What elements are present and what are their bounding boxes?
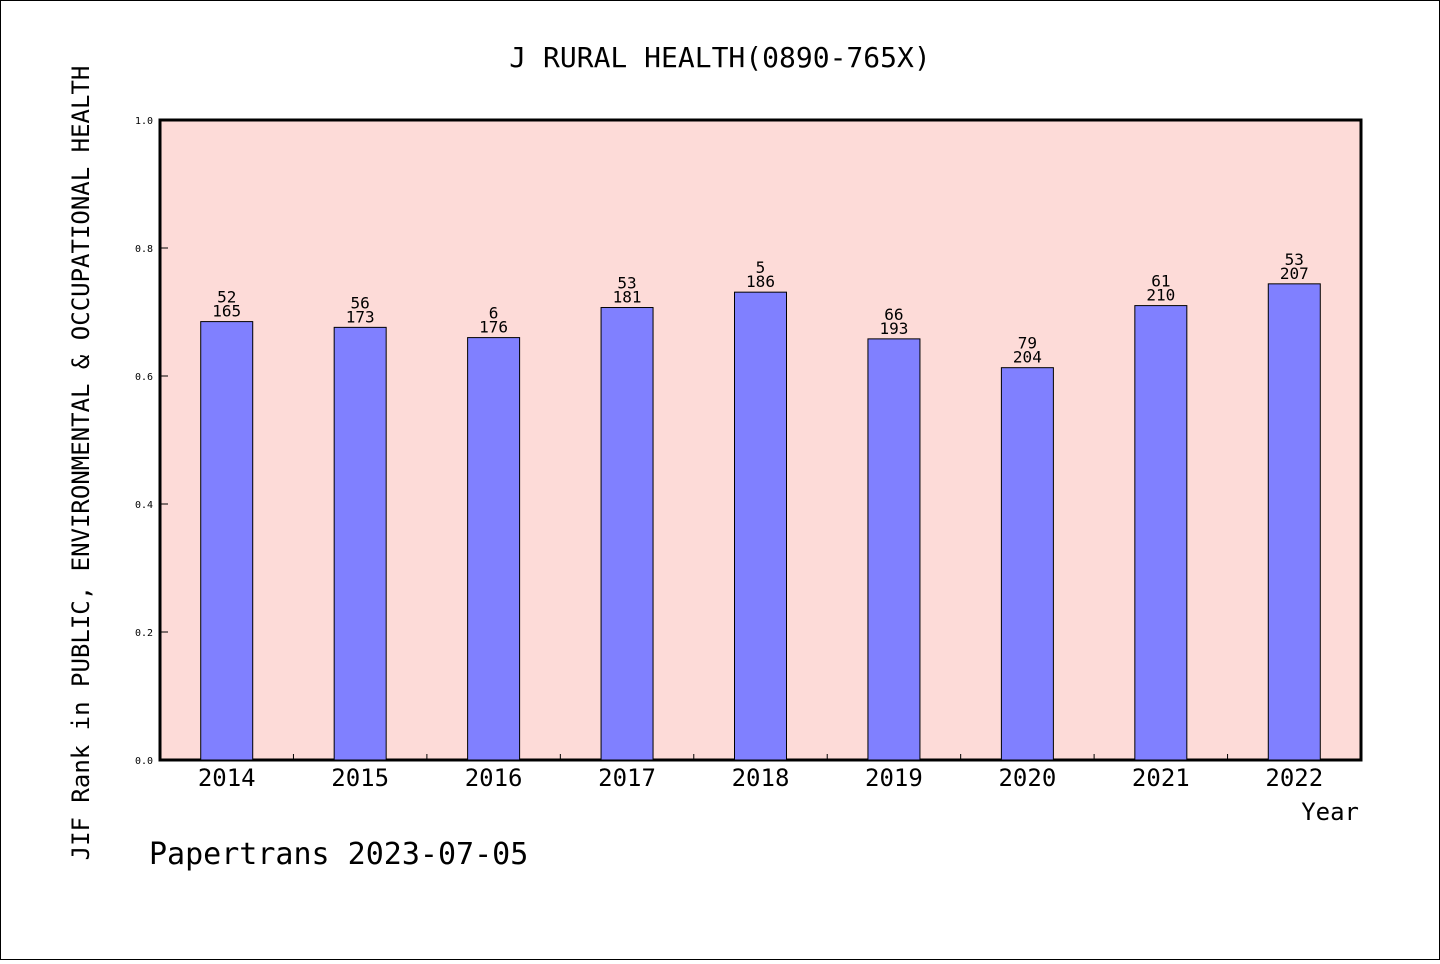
bar [1134, 305, 1188, 761]
data-label-total: 176 [479, 318, 508, 337]
bar [600, 307, 654, 761]
x-tick-label: 2018 [732, 764, 790, 792]
data-label-total: 207 [1280, 264, 1309, 283]
y-axis-ticks: 0.0 0.2 0.4 0.6 0.8 1.0 [135, 116, 168, 767]
data-label-rank: 61 [1151, 272, 1170, 291]
footer-credit: Papertrans 2023-07-05 [149, 837, 528, 872]
x-tick-label: 2016 [465, 764, 523, 792]
bar [467, 337, 521, 761]
x-tick-label: 2022 [1265, 764, 1323, 792]
data-label-total: 165 [212, 302, 241, 321]
x-tick-label: 2015 [331, 764, 389, 792]
x-tick-label: 2021 [1132, 764, 1190, 792]
bar [333, 326, 387, 761]
x-axis-ticks: 2014 2015 2016 2017 2018 2019 2020 2021 2022 [198, 754, 1323, 792]
data-label-total: 204 [1013, 348, 1042, 367]
data-label-rank: 6 [489, 304, 499, 323]
y-tick-label: 0.0 [135, 756, 153, 767]
x-axis-label: Year [1301, 798, 1359, 826]
x-tick-label: 2020 [998, 764, 1056, 792]
data-label-total: 173 [346, 307, 375, 326]
y-tick-label: 1.0 [135, 116, 153, 127]
y-axis-label: JIF Rank in PUBLIC, ENVIRONMENTAL & OCCU… [67, 66, 95, 861]
data-label-rank: 66 [884, 305, 903, 324]
bars-group [200, 283, 1321, 761]
data-label-rank: 56 [351, 293, 370, 312]
data-label-total: 193 [879, 319, 908, 338]
data-label-rank: 79 [1018, 334, 1037, 353]
bar [1267, 283, 1321, 761]
y-tick-label: 0.2 [135, 628, 153, 639]
data-label-rank: 52 [217, 288, 236, 307]
x-tick-label: 2014 [198, 764, 256, 792]
y-tick-label: 0.8 [135, 244, 153, 255]
bar [867, 338, 921, 761]
data-label-total: 210 [1146, 286, 1175, 305]
bar [200, 321, 254, 761]
data-label-rank: 53 [617, 274, 636, 293]
data-label-total: 181 [613, 288, 642, 307]
data-label-rank: 53 [1285, 250, 1304, 269]
x-tick-label: 2019 [865, 764, 923, 792]
x-tick-label: 2017 [598, 764, 656, 792]
data-label-rank: 5 [756, 258, 766, 277]
data-label-total: 186 [746, 272, 775, 291]
y-tick-label: 0.4 [135, 500, 153, 511]
bar [734, 291, 787, 761]
chart-title: J RURAL HEALTH(0890-765X) [509, 41, 930, 74]
bar [1000, 367, 1054, 761]
y-tick-label: 0.6 [135, 372, 153, 383]
